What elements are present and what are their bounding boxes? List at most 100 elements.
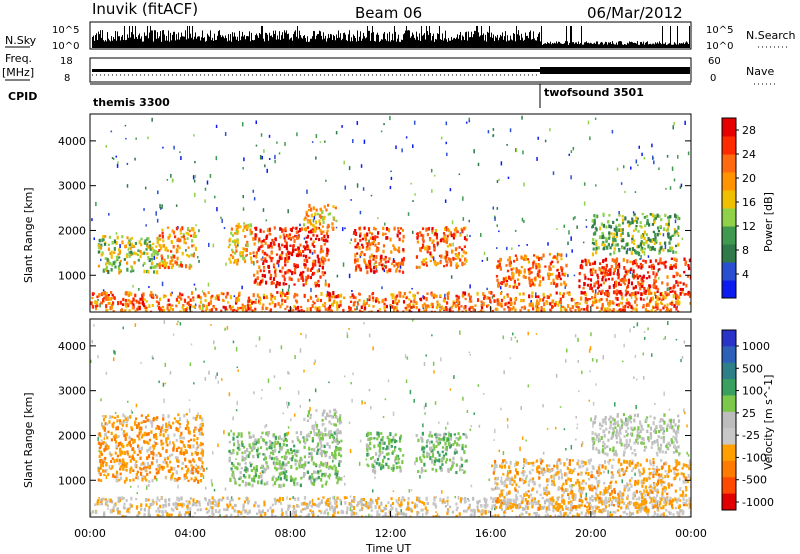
power-echo-cell [327, 213, 330, 216]
power-echo-cell [388, 268, 391, 272]
nsky-bar [326, 41, 327, 48]
power-echo-cell [272, 263, 276, 266]
power-echo-cell [311, 267, 314, 270]
power-echo-cell [461, 248, 464, 251]
power-echo-cell [390, 250, 393, 254]
power-echo-cell [269, 256, 272, 260]
velocity-echo-cell [315, 503, 318, 508]
power-echo-cell [312, 240, 315, 244]
velocity-noise-cell [311, 498, 314, 503]
power-echo-cell [145, 300, 148, 303]
power-echo-cell [180, 261, 183, 264]
power-echo-cell [410, 306, 413, 309]
velocity-echo-cell [293, 511, 296, 516]
power-echo-cell [354, 308, 357, 311]
velocity-noise-cell [204, 377, 207, 381]
nsky-bar [462, 35, 463, 48]
velocity-echo-cell [628, 500, 631, 506]
velocity-echo-cell [492, 497, 495, 501]
velocity-echo-cell [278, 499, 281, 503]
velocity-echo-cell [476, 500, 480, 505]
power-noise-cell [412, 200, 414, 202]
nsky-bar [187, 26, 188, 48]
power-echo-cell [645, 289, 648, 293]
power-echo-cell [499, 266, 502, 271]
nsky-bar [370, 40, 371, 48]
power-echo-cell [351, 293, 354, 297]
velocity-noise-cell [100, 398, 102, 402]
nsky-bar [226, 38, 227, 48]
power-echo-cell [677, 310, 680, 312]
nsky-bar [533, 31, 534, 48]
power-echo-cell [614, 283, 618, 288]
power-echo-cell [440, 305, 443, 310]
power-echo-cell [689, 301, 691, 305]
velocity-noise-cell [344, 482, 346, 486]
power-echo-cell [413, 299, 416, 304]
velocity-noise-cell [186, 418, 189, 423]
power-echo-cell [394, 248, 397, 251]
power-echo-cell [356, 242, 360, 246]
power-echo-cell [669, 264, 673, 267]
power-noise-cell [468, 219, 470, 223]
power-echo-cell [127, 298, 130, 302]
nsky-bar [360, 31, 361, 48]
nsky-bar [521, 33, 522, 48]
power-echo-cell [306, 234, 310, 239]
velocity-echo-cell [628, 512, 631, 517]
power-noise-cell [278, 152, 281, 155]
power-echo-cell [655, 272, 658, 276]
velocity-noise-cell [269, 349, 271, 353]
power-echo-cell [327, 225, 330, 228]
velocity-echo-cell [212, 512, 215, 516]
power-echo-cell [515, 257, 519, 262]
power-echo-cell [257, 299, 261, 304]
power-echo-cell [94, 304, 97, 308]
velocity-noise-cell [394, 448, 396, 452]
velocity-echo-cell [480, 504, 483, 507]
power-echo-cell [211, 294, 214, 298]
velocity-noise-cell [179, 322, 182, 326]
power-echo-cell [656, 295, 659, 300]
power-echo-cell [320, 291, 323, 296]
power-echo-cell [560, 257, 563, 261]
power-echo-cell [528, 271, 531, 276]
power-noise-cell [563, 224, 565, 228]
power-echo-cell [593, 260, 597, 265]
velocity-noise-cell [343, 475, 346, 478]
power-echo-cell [324, 258, 327, 262]
nsky-bar [229, 40, 230, 48]
power-echo-cell [455, 226, 458, 231]
power-echo-cell [665, 223, 668, 226]
nsky-bar [318, 34, 319, 48]
power-echo-cell [303, 227, 306, 231]
power-echo-cell [97, 264, 101, 268]
nave-tick-hi: 60 [708, 56, 721, 67]
nsky-bar [137, 38, 138, 48]
velocity-noise-cell [516, 339, 519, 343]
velocity-echo-cell [645, 509, 648, 514]
power-echo-cell [446, 261, 449, 264]
velocity-echo-cell [368, 501, 371, 506]
power-echo-cell [323, 234, 326, 239]
power-echo-cell [336, 301, 339, 305]
power-echo-cell [655, 239, 658, 242]
nsky-bar [660, 43, 661, 48]
power-echo-cell [363, 253, 366, 257]
power-echo-cell [664, 241, 667, 245]
velocity-echo-cell [590, 512, 594, 515]
power-echo-cell [105, 262, 108, 266]
power-noise-cell [179, 151, 181, 154]
velocity-noise-cell [313, 362, 316, 365]
velocity-noise-cell [405, 379, 408, 384]
power-echo-cell [549, 308, 552, 312]
power-echo-cell [649, 299, 652, 303]
power-echo-cell [406, 311, 409, 312]
velocity-echo-cell [600, 509, 603, 514]
power-echo-cell [609, 246, 612, 250]
power-echo-cell [235, 297, 238, 302]
velocity-noise-cell [97, 355, 99, 359]
power-echo-cell [589, 286, 592, 290]
power-echo-cell [361, 237, 365, 241]
power-echo-cell [666, 282, 669, 287]
